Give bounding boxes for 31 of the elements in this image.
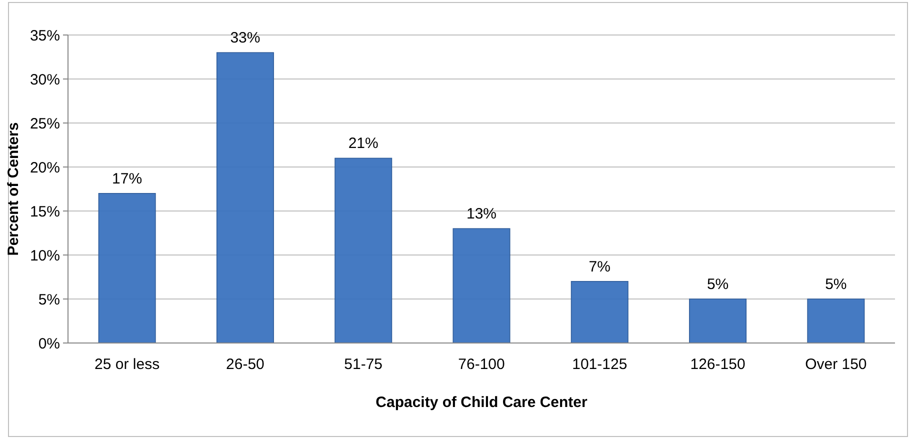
x-tick-label: 101-125 [572,356,628,373]
y-tick-label: 20% [30,159,60,176]
x-tick-label: 126-150 [690,356,746,373]
x-axis-title: Capacity of Child Care Center [376,394,588,411]
bar [216,52,274,344]
bar [807,298,865,344]
data-label: 5% [706,276,729,293]
y-tick-label: 0% [38,335,60,352]
x-tick-label: 76-100 [458,356,505,373]
x-tick-label: 25 or less [94,356,160,373]
data-label: 7% [588,258,610,276]
y-tick-label: 15% [30,203,60,220]
data-label: 21% [348,135,378,152]
y-tick-label: 35% [30,27,60,44]
y-tick-label: 30% [30,71,60,88]
data-label: 33% [230,30,260,47]
x-tick-label: 26-50 [226,356,264,373]
y-axis-title: Percent of Centers [5,122,22,256]
y-tick-label: 25% [30,115,60,132]
x-tick-label: 51-75 [344,356,383,373]
data-label: 13% [466,206,497,223]
bar [334,158,392,344]
y-tick-label: 5% [38,291,60,308]
bar [452,228,510,344]
data-label: 5% [825,276,847,293]
x-tick-label: Over 150 [805,356,867,373]
bar [570,281,628,344]
bar [689,298,747,344]
bar [98,193,156,344]
y-tick-label: 10% [30,247,60,264]
data-label: 17% [112,170,142,188]
